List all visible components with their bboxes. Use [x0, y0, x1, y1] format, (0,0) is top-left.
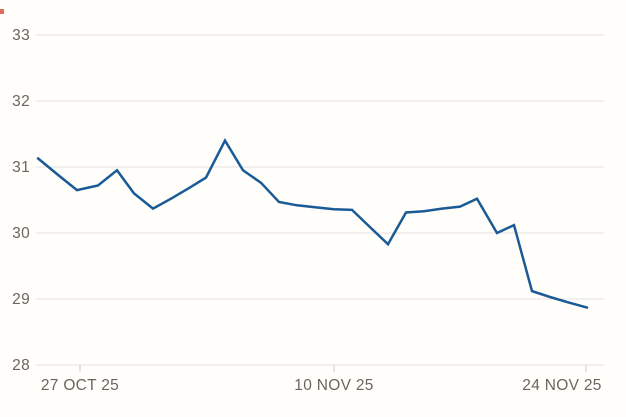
y-axis-label: 28 [12, 357, 30, 374]
y-axis-label: 31 [12, 159, 30, 176]
y-axis-label: 29 [12, 291, 30, 308]
x-axis-label: 10 NOV 25 [294, 377, 373, 394]
y-axis-label: 33 [12, 27, 30, 44]
y-axis-label: 32 [12, 93, 30, 110]
x-axis-label: 24 NOV 25 [522, 377, 601, 394]
price-line[interactable] [36, 138, 589, 309]
y-axis-label: 30 [12, 225, 30, 242]
left-edge-red-artifact [0, 9, 4, 14]
x-axis-label: 27 OCT 25 [41, 377, 119, 394]
